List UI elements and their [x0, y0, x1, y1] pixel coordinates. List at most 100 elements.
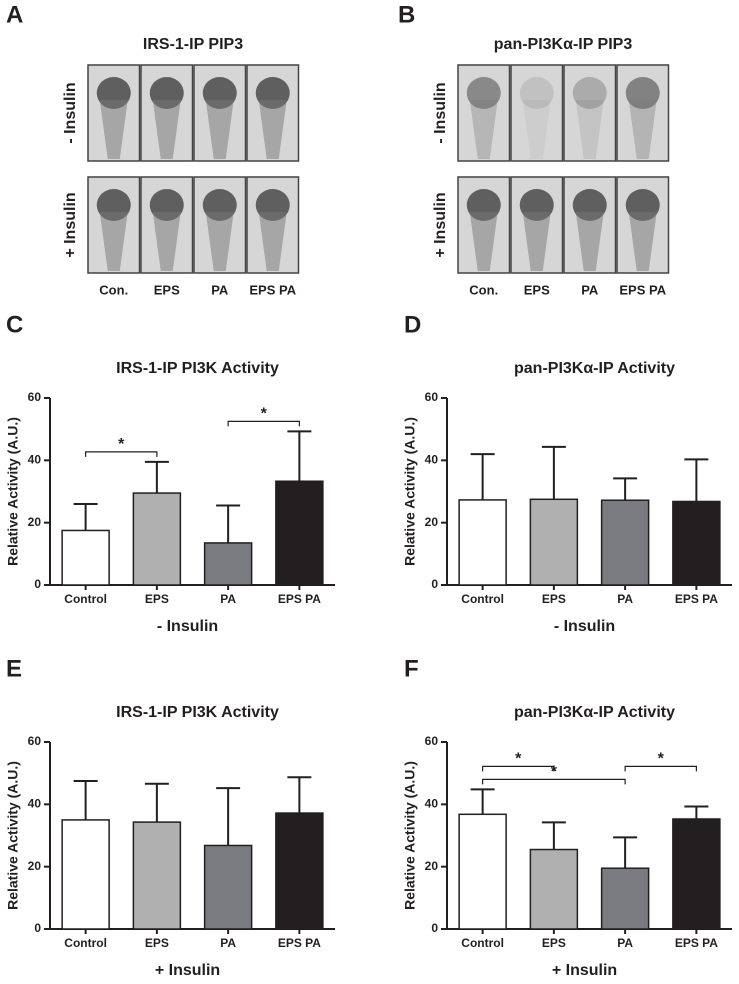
- y-tick-label: 40: [425, 797, 439, 811]
- blot-title: IRS-1-IP PIP3: [143, 36, 243, 53]
- y-tick-label: 60: [28, 390, 42, 404]
- significance-label: *: [658, 751, 665, 768]
- blot-spot: [519, 77, 554, 109]
- x-tick-label: EPS PA: [278, 592, 321, 606]
- bar: [529, 498, 579, 586]
- significance-bracket: [482, 765, 555, 772]
- chart-title: IRS-1-IP PI3K Activity: [116, 704, 279, 721]
- significance-label: *: [118, 436, 125, 453]
- lane-label: PA: [211, 282, 229, 297]
- bar: [600, 499, 650, 586]
- blot-smear: [99, 100, 128, 159]
- blot-smear: [628, 100, 657, 159]
- y-tick-label: 20: [28, 515, 42, 529]
- row-label: - Insulin: [432, 82, 449, 143]
- y-tick-label: 0: [431, 577, 438, 591]
- x-tick-label: Control: [461, 592, 504, 606]
- x-tick-label: EPS PA: [675, 592, 718, 606]
- x-axis-label: - Insulin: [157, 618, 218, 635]
- x-axis-label: + Insulin: [155, 962, 220, 979]
- x-tick-label: PA: [617, 592, 633, 606]
- x-tick-label: EPS: [145, 592, 169, 606]
- y-tick-label: 60: [425, 734, 439, 748]
- panel-letter: E: [6, 655, 22, 682]
- y-tick-label: 20: [28, 859, 42, 873]
- y-tick-label: 0: [431, 921, 438, 935]
- bar: [132, 821, 182, 930]
- panel-letter: B: [398, 1, 415, 28]
- significance-label: *: [261, 406, 268, 423]
- blot-smear: [152, 100, 181, 159]
- bar: [203, 542, 253, 586]
- y-tick-label: 0: [34, 921, 41, 935]
- bar: [458, 499, 507, 586]
- x-axis-label: + Insulin: [552, 962, 617, 979]
- x-tick-label: EPS: [542, 936, 566, 950]
- y-axis-label: Relative Activity (A.U.): [402, 761, 418, 910]
- blot-spot: [572, 77, 607, 109]
- blot-smear: [469, 212, 498, 271]
- blot-smear: [99, 212, 128, 271]
- bar: [600, 867, 650, 930]
- x-tick-label: EPS: [542, 592, 566, 606]
- chart-title: pan-PI3Kα-IP Activity: [514, 360, 675, 377]
- blot-smear: [522, 100, 551, 159]
- y-tick-label: 20: [425, 515, 439, 529]
- y-tick-label: 40: [28, 797, 42, 811]
- chart-title: IRS-1-IP PI3K Activity: [116, 360, 279, 377]
- lane-label: EPS PA: [619, 282, 666, 297]
- blot-smear: [575, 100, 604, 159]
- bar: [203, 844, 253, 930]
- blot-smear: [258, 212, 287, 271]
- x-tick-label: EPS: [145, 936, 169, 950]
- lane-label: Con.: [469, 282, 498, 297]
- lane-label: EPS PA: [249, 282, 296, 297]
- bar: [132, 492, 182, 586]
- y-tick-label: 60: [425, 390, 439, 404]
- blot-smear: [152, 212, 181, 271]
- lane-label: EPS: [154, 282, 180, 297]
- x-tick-label: EPS PA: [278, 936, 321, 950]
- blot-smear: [522, 212, 551, 271]
- bar: [672, 818, 721, 930]
- y-tick-label: 60: [28, 734, 42, 748]
- bar: [61, 529, 110, 586]
- panel-letter: C: [6, 311, 23, 338]
- row-label: + Insulin: [432, 192, 449, 257]
- blot-spot: [625, 77, 660, 109]
- blot-smear: [205, 212, 234, 271]
- lane-label: PA: [581, 282, 599, 297]
- significance-bracket: [85, 451, 158, 457]
- x-tick-label: Control: [64, 592, 107, 606]
- blot-smear: [258, 100, 287, 159]
- bar: [275, 480, 324, 586]
- x-axis-label: - Insulin: [554, 618, 615, 635]
- bar: [672, 500, 721, 586]
- row-label: - Insulin: [62, 82, 79, 143]
- bar: [529, 848, 579, 930]
- blot-lane: [510, 64, 564, 162]
- blot-smear: [628, 212, 657, 271]
- blot-smear: [469, 100, 498, 159]
- bar: [458, 813, 507, 930]
- y-tick-label: 20: [425, 859, 439, 873]
- blot-lane: [563, 64, 617, 162]
- y-axis-label: Relative Activity (A.U.): [5, 761, 21, 910]
- blot-title: pan-PI3Kα-IP PIP3: [494, 36, 633, 53]
- significance-label: *: [551, 764, 558, 781]
- x-tick-label: EPS PA: [675, 936, 718, 950]
- significance-label: *: [515, 751, 522, 768]
- y-tick-label: 40: [28, 453, 42, 467]
- y-tick-label: 0: [34, 577, 41, 591]
- significance-bracket: [624, 765, 697, 772]
- panel-letter: F: [404, 655, 419, 682]
- y-axis-label: Relative Activity (A.U.): [402, 417, 418, 566]
- lane-label: EPS: [524, 282, 550, 297]
- panel-letter: D: [404, 311, 421, 338]
- lane-label: Con.: [99, 282, 128, 297]
- x-tick-label: PA: [617, 936, 633, 950]
- row-label: + Insulin: [62, 192, 79, 257]
- blot-smear: [205, 100, 234, 159]
